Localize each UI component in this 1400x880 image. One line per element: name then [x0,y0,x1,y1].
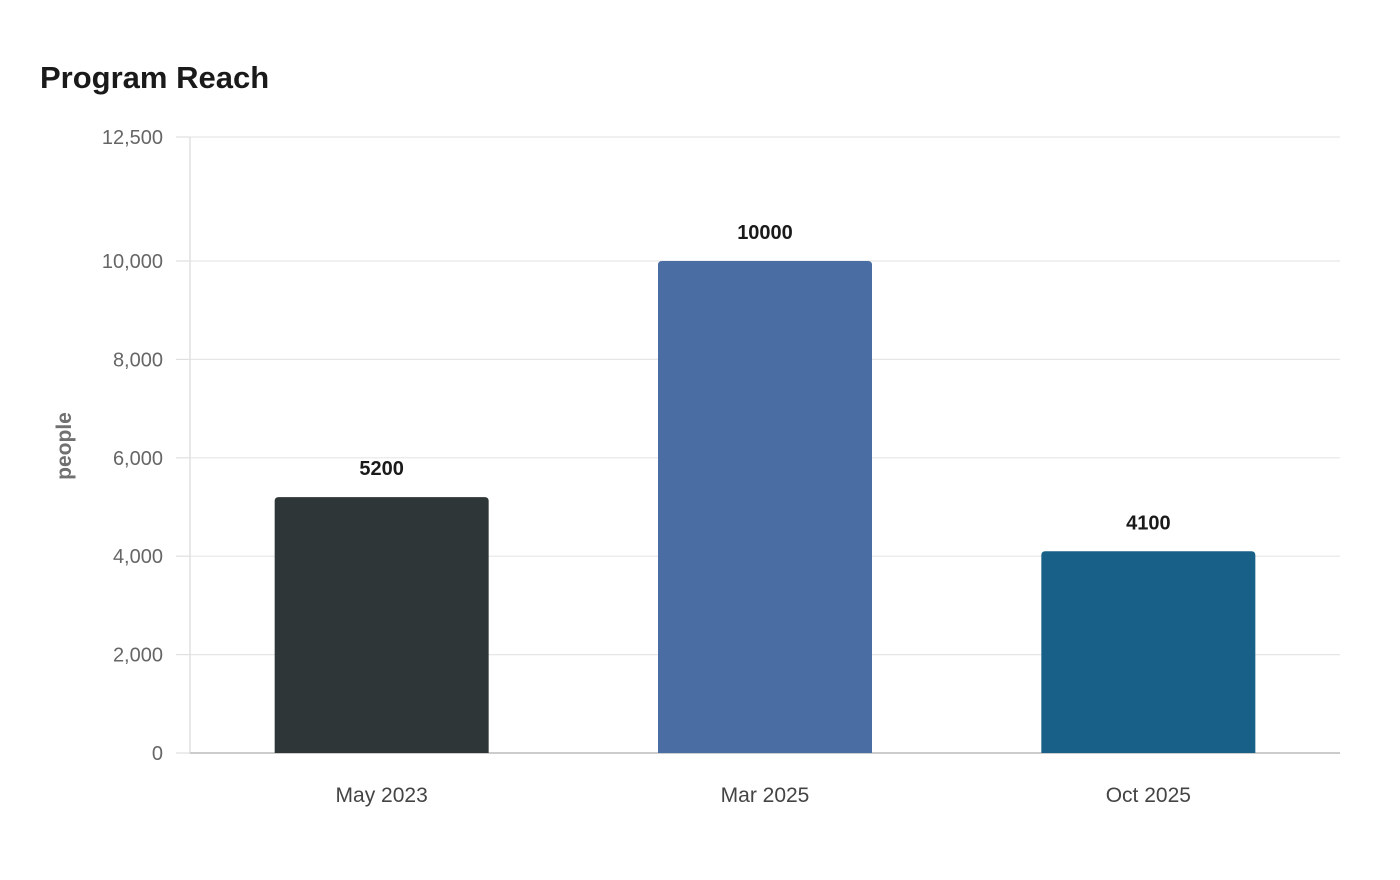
y-tick-label: 0 [152,743,163,765]
y-tick-label: 2,000 [113,645,163,667]
x-tick-label-2: Mar 2025 [721,784,810,807]
y-tick-label: 6,000 [113,448,163,470]
x-tick-label-1: May 2023 [336,784,428,807]
x-tick-label-3: Oct 2025 [1106,784,1191,807]
y-tick-label: 12,500 [102,127,163,149]
bars [274,261,1256,753]
bar-1 [274,497,489,753]
y-axis-ticks: 0 2,000 4,000 6,000 8,000 10,000 12,500 [102,127,163,765]
value-label-1: 5200 [359,458,404,480]
y-axis-title: people [53,412,76,480]
x-axis-ticks: May 2023 Mar 2025 Oct 2025 [336,784,1191,807]
y-tick-label: 4,000 [113,546,163,568]
value-labels: 5200 10000 4100 [359,222,1170,534]
bar-2 [658,261,872,753]
bar-3 [1041,551,1256,753]
value-label-3: 4100 [1126,512,1171,534]
chart-title: Program Reach [40,60,270,95]
y-tick-label: 8,000 [113,349,163,371]
y-tick-label: 10,000 [102,251,163,273]
value-label-2: 10000 [737,222,793,244]
